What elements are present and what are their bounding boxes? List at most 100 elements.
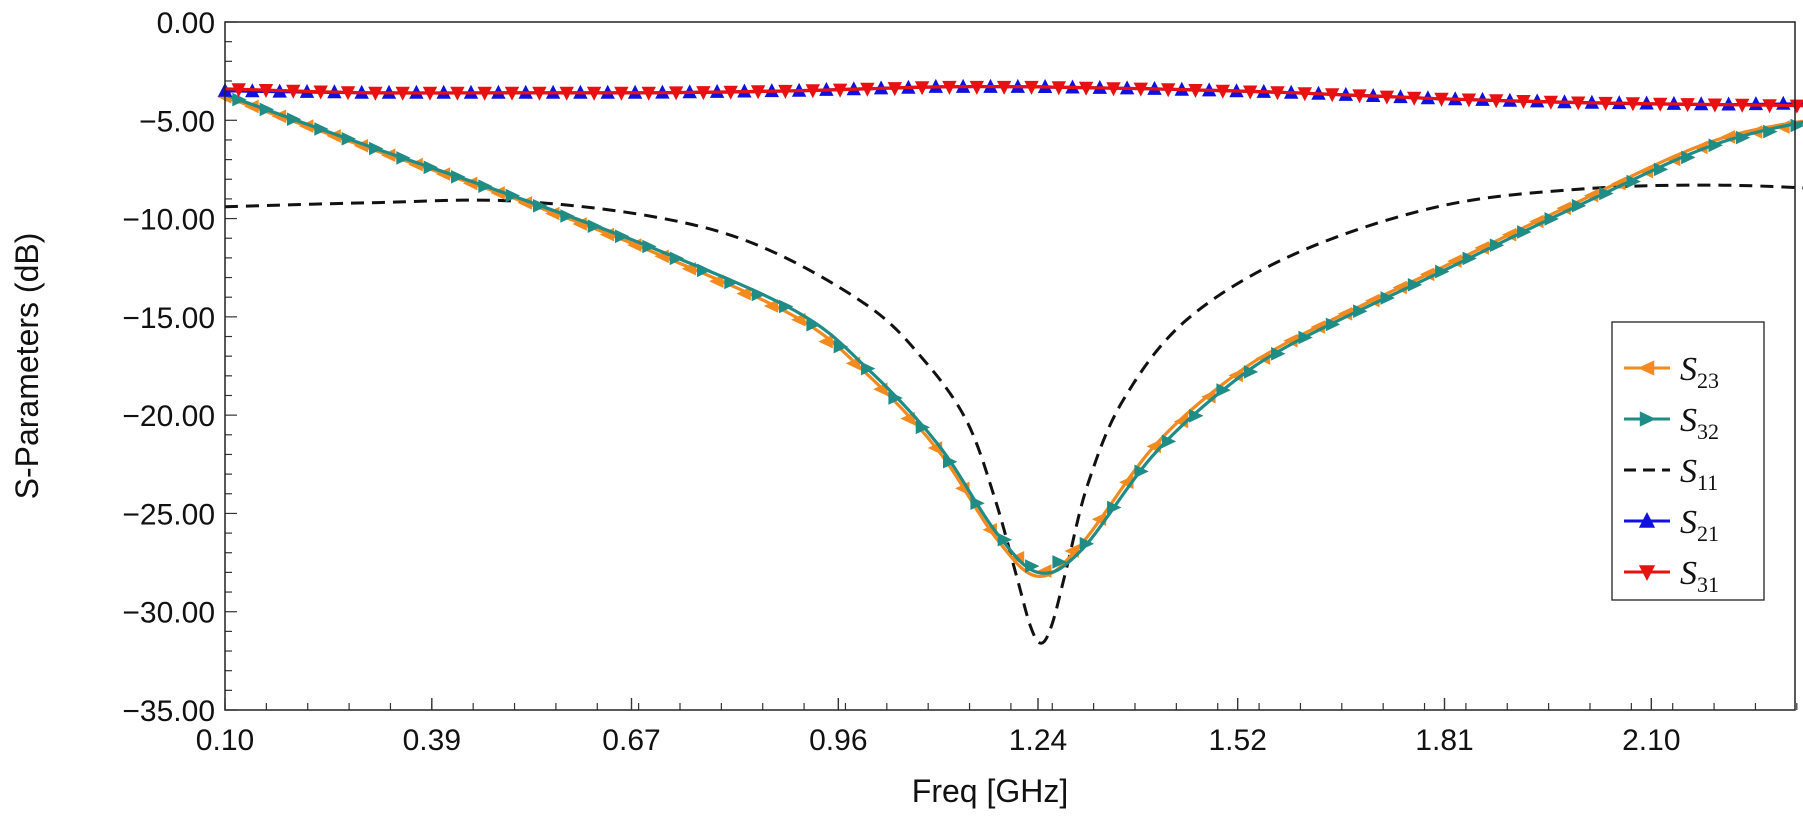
series-s31: [224, 80, 1803, 114]
data-point-s32: [833, 339, 849, 354]
y-tick-label: −10.00: [122, 204, 215, 237]
data-point-s31: [1188, 84, 1203, 98]
data-point-s32: [615, 229, 630, 244]
data-point-s32: [505, 188, 520, 203]
data-point-s23: [517, 196, 533, 210]
data-point-s31: [969, 80, 984, 95]
data-point-s23: [299, 119, 314, 133]
legend-marker-s23: [1638, 360, 1655, 376]
series-line-s11: [224, 183, 1803, 645]
legend-marker-s32: [1639, 411, 1656, 427]
data-point-s31: [614, 86, 629, 101]
data-point-s32: [1407, 278, 1423, 292]
data-point-s32: [1216, 383, 1231, 397]
data-point-s31: [696, 86, 711, 101]
data-point-s31: [1297, 87, 1312, 102]
data-point-s32: [1681, 150, 1696, 165]
data-point-s31: [1051, 81, 1066, 96]
data-point-s31: [1543, 95, 1559, 110]
data-point-s31: [1215, 84, 1230, 99]
data-point-s32: [642, 239, 657, 254]
data-point-s31: [860, 82, 875, 97]
data-point-s32: [669, 251, 685, 266]
data-point-s32: [314, 122, 329, 136]
data-point-s32: [1763, 124, 1778, 139]
data-point-s31: [1680, 98, 1695, 113]
data-point-s32: [1325, 317, 1341, 332]
data-point-s32: [915, 420, 931, 435]
minor-ticks: [224, 21, 1798, 711]
data-point-s32: [1134, 464, 1149, 479]
data-point-s32: [1052, 555, 1067, 569]
legend-label-s23: S23: [1680, 351, 1719, 393]
data-point-s31: [1078, 81, 1094, 96]
legend-label-main: S: [1680, 555, 1697, 592]
data-point-s31: [723, 85, 738, 100]
data-point-s32: [1571, 198, 1587, 213]
plot-frame: [224, 21, 1796, 711]
x-tick-label: 1.24: [1009, 724, 1067, 757]
data-point-s32: [587, 219, 603, 233]
data-point-s31: [231, 83, 246, 98]
data-point-s31: [1735, 98, 1750, 113]
data-point-s31: [1270, 86, 1285, 101]
data-point-s31: [805, 84, 820, 99]
data-point-s32: [697, 263, 712, 278]
data-point-s32: [232, 92, 247, 107]
data-point-s32: [1790, 118, 1803, 133]
data-point-s32: [724, 275, 739, 290]
data-point-s23: [271, 109, 287, 124]
data-point-s32: [943, 454, 958, 469]
legend-label-main: S: [1680, 504, 1697, 541]
data-point-s32: [1079, 536, 1095, 551]
y-tick-label: −5.00: [139, 105, 215, 138]
legend-item-s31: S31: [1624, 555, 1719, 597]
data-point-s23: [244, 99, 259, 114]
data-point-s32: [560, 209, 575, 223]
data-point-s32: [396, 151, 411, 165]
legend-label-subscript: 11: [1697, 470, 1718, 495]
legend-item-s21: S21: [1624, 504, 1719, 546]
data-point-s31: [778, 84, 793, 99]
legend-item-s11: S11: [1624, 453, 1718, 495]
data-point-s32: [478, 179, 493, 193]
data-point-s32: [1489, 238, 1505, 252]
data-point-s32: [1708, 138, 1723, 153]
data-point-s31: [1133, 82, 1148, 97]
data-point-s32: [1025, 559, 1040, 573]
data-point-s32: [970, 496, 985, 510]
data-point-s32: [1626, 174, 1641, 189]
x-tick-label: 1.52: [1208, 724, 1266, 757]
data-point-s31: [832, 83, 848, 98]
series-s32: [224, 92, 1803, 575]
data-point-s31: [1434, 92, 1449, 107]
data-point-s31: [258, 84, 274, 98]
x-tick-label: 1.81: [1415, 724, 1473, 757]
legend-label-subscript: 23: [1697, 368, 1719, 393]
data-point-s32: [1298, 330, 1313, 345]
data-point-s23: [490, 186, 505, 200]
data-point-s31: [914, 81, 930, 96]
data-point-s31: [286, 84, 301, 99]
legend-label-subscript: 31: [1697, 572, 1719, 597]
data-point-s31: [1379, 90, 1395, 105]
data-point-s23: [900, 411, 915, 426]
y-tick-label: −15.00: [122, 302, 215, 335]
data-point-s32: [259, 102, 274, 117]
data-point-s23: [1255, 351, 1271, 365]
data-point-s32: [806, 317, 821, 332]
data-point-s23: [435, 167, 451, 181]
y-tick-label: −30.00: [122, 597, 215, 630]
data-point-s32: [779, 299, 794, 314]
data-point-s31: [1024, 80, 1039, 95]
data-point-s31: [942, 80, 957, 95]
data-point-s31: [1707, 98, 1723, 113]
x-axis-title: Freq [GHz]: [912, 773, 1068, 809]
data-point-s31: [1161, 83, 1176, 98]
data-point-s31: [750, 85, 766, 100]
series-layer: [217, 78, 1803, 645]
data-point-s31: [422, 86, 438, 101]
